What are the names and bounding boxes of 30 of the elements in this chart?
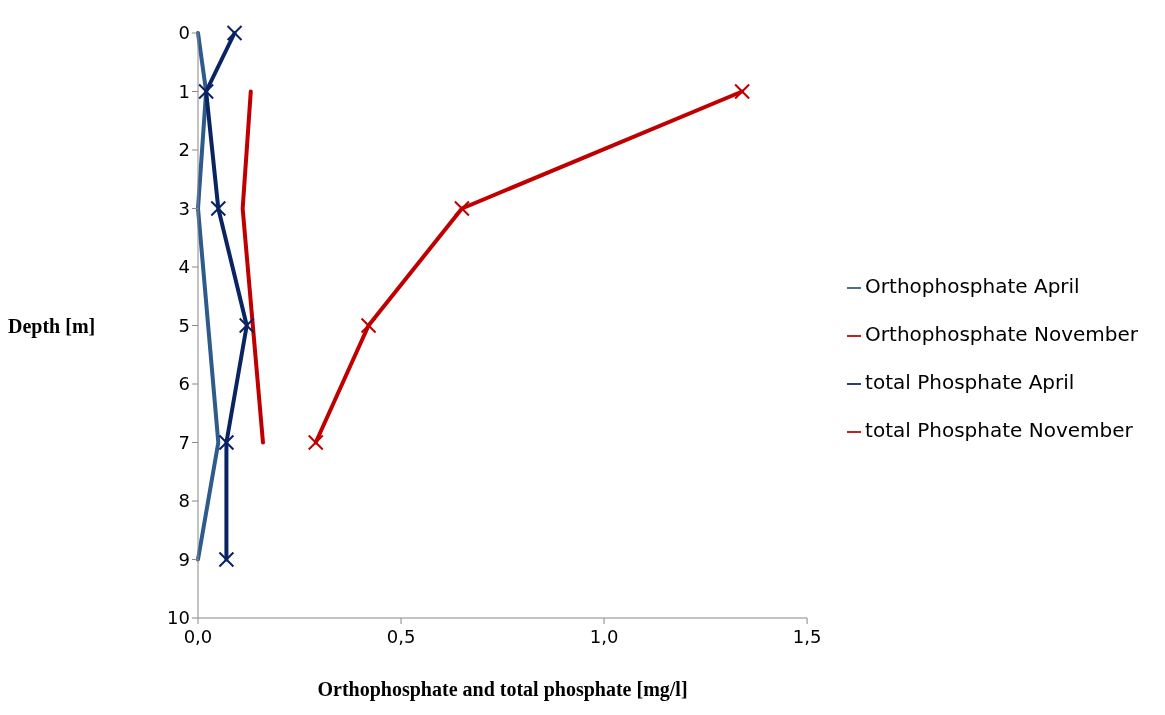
legend-label: Orthophosphate November	[865, 322, 1138, 346]
y-tick-label: 8	[178, 490, 190, 512]
point	[198, 83, 215, 100]
legend-label: Orthophosphate April	[865, 274, 1080, 298]
x-tick-label: 1,0	[589, 625, 619, 647]
point	[226, 25, 243, 41]
point	[360, 317, 377, 334]
point	[453, 200, 470, 217]
x-tick-label: 1,5	[792, 625, 822, 647]
y-tick-label: 2	[178, 139, 190, 161]
point	[238, 317, 255, 334]
point	[218, 434, 235, 451]
legend-label: total Phosphate November	[865, 418, 1133, 442]
x-axis-title: Orthophosphate and total phosphate [mg/l]	[317, 678, 688, 701]
y-tick-label: 1	[178, 80, 190, 102]
y-tick-label: 3	[178, 197, 190, 219]
point	[210, 200, 227, 217]
point	[218, 551, 235, 568]
y-tick-label: 4	[178, 256, 190, 278]
y-tick-label: 7	[178, 431, 190, 453]
legend-label: total Phosphate April	[865, 370, 1075, 394]
point	[734, 83, 751, 100]
point	[307, 434, 324, 451]
y-tick-label: 9	[178, 548, 190, 570]
y-tick-label: 0	[178, 22, 190, 44]
x-tick-label: 0,5	[386, 625, 416, 647]
y-axis-title: Depth [m]	[8, 314, 96, 338]
y-tick-label: 5	[178, 314, 190, 336]
y-tick-label: 6	[178, 373, 190, 395]
line-series	[196, 31, 221, 562]
